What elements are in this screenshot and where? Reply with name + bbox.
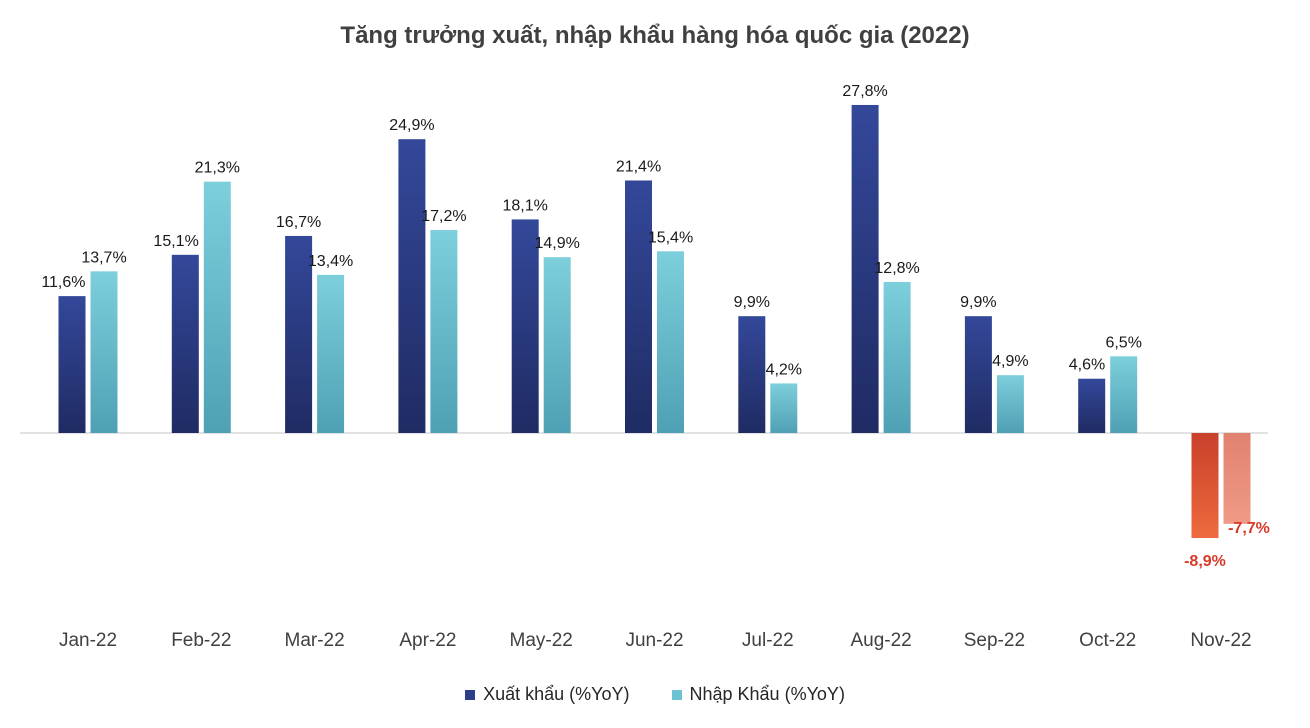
export-value-label-mar-22: 16,7%: [276, 214, 321, 231]
import-value-label-oct-22: 6,5%: [1105, 334, 1141, 351]
x-tick-label-jul-22: Jul-22: [742, 630, 794, 651]
export-value-label-jun-22: 21,4%: [616, 158, 661, 175]
export-value-label-jul-22: 9,9%: [734, 294, 770, 311]
chart-title: Tăng trưởng xuất, nhập khẩu hàng hóa quố…: [340, 22, 970, 49]
export-value-label-nov-22: -8,9%: [1184, 553, 1226, 570]
export-bar-mar-22: [285, 235, 313, 433]
import-bar-nov-22: [1223, 433, 1251, 524]
import-bar-oct-22: [1110, 356, 1138, 433]
import-value-label-jul-22: 4,2%: [766, 361, 802, 378]
import-value-label-may-22: 14,9%: [535, 235, 580, 252]
x-tick-label-sep-22: Sep-22: [964, 630, 1025, 651]
x-tick-label-apr-22: Apr-22: [399, 630, 456, 651]
import-bar-jul-22: [770, 383, 798, 433]
x-tick-label-jun-22: Jun-22: [625, 630, 683, 651]
x-tick-label-aug-22: Aug-22: [850, 630, 911, 651]
import-bar-aug-22: [883, 281, 911, 433]
export-value-label-apr-22: 24,9%: [389, 117, 434, 134]
export-bar-sep-22: [964, 316, 992, 433]
import-value-label-sep-22: 4,9%: [992, 353, 1028, 370]
export-bar-nov-22: [1191, 433, 1219, 539]
export-bar-jan-22: [58, 296, 86, 433]
import-bar-feb-22: [203, 181, 231, 433]
import-bar-may-22: [543, 257, 571, 433]
export-bar-oct-22: [1078, 378, 1106, 433]
export-value-label-sep-22: 9,9%: [960, 294, 996, 311]
legend-label-import: Nhập Khẩu (%YoY): [689, 684, 845, 704]
export-bar-may-22: [511, 219, 539, 433]
import-bar-jan-22: [90, 271, 118, 433]
legend-swatch-export: [465, 689, 476, 700]
export-value-label-oct-22: 4,6%: [1069, 357, 1105, 374]
chart-legend: Xuất khẩu (%YoY) Nhập Khẩu (%YoY): [0, 684, 1310, 705]
legend-item-export: Xuất khẩu (%YoY): [465, 684, 630, 705]
legend-label-export: Xuất khẩu (%YoY): [483, 684, 630, 704]
import-bar-mar-22: [317, 274, 345, 433]
x-tick-label-feb-22: Feb-22: [171, 630, 231, 651]
export-value-label-feb-22: 15,1%: [153, 233, 198, 250]
export-value-label-aug-22: 27,8%: [842, 83, 887, 100]
export-value-label-may-22: 18,1%: [503, 197, 548, 214]
import-bar-apr-22: [430, 230, 458, 433]
import-value-label-jan-22: 13,7%: [81, 249, 126, 266]
export-bar-jun-22: [625, 180, 652, 433]
import-value-label-feb-22: 21,3%: [195, 160, 240, 177]
x-tick-label-oct-22: Oct-22: [1079, 630, 1136, 651]
import-value-label-mar-22: 13,4%: [308, 253, 353, 270]
x-tick-label-may-22: May-22: [510, 630, 573, 651]
export-value-label-jan-22: 11,6%: [41, 274, 85, 291]
export-bar-feb-22: [171, 254, 199, 433]
import-bar-jun-22: [657, 251, 684, 433]
legend-swatch-import: [671, 689, 682, 700]
export-bar-aug-22: [851, 104, 879, 434]
export-bar-apr-22: [398, 139, 426, 433]
x-tick-label-nov-22: Nov-22: [1190, 630, 1251, 651]
export-bar-jul-22: [738, 316, 766, 433]
import-bar-sep-22: [996, 375, 1024, 433]
import-value-label-nov-22: -7,7%: [1228, 520, 1270, 537]
x-tick-label-jan-22: Jan-22: [59, 630, 117, 651]
x-tick-label-mar-22: Mar-22: [285, 630, 345, 651]
import-value-label-jun-22: 15,4%: [648, 229, 693, 246]
legend-item-import: Nhập Khẩu (%YoY): [671, 684, 845, 705]
import-value-label-aug-22: 12,8%: [874, 260, 919, 277]
import-value-label-apr-22: 17,2%: [421, 208, 466, 225]
